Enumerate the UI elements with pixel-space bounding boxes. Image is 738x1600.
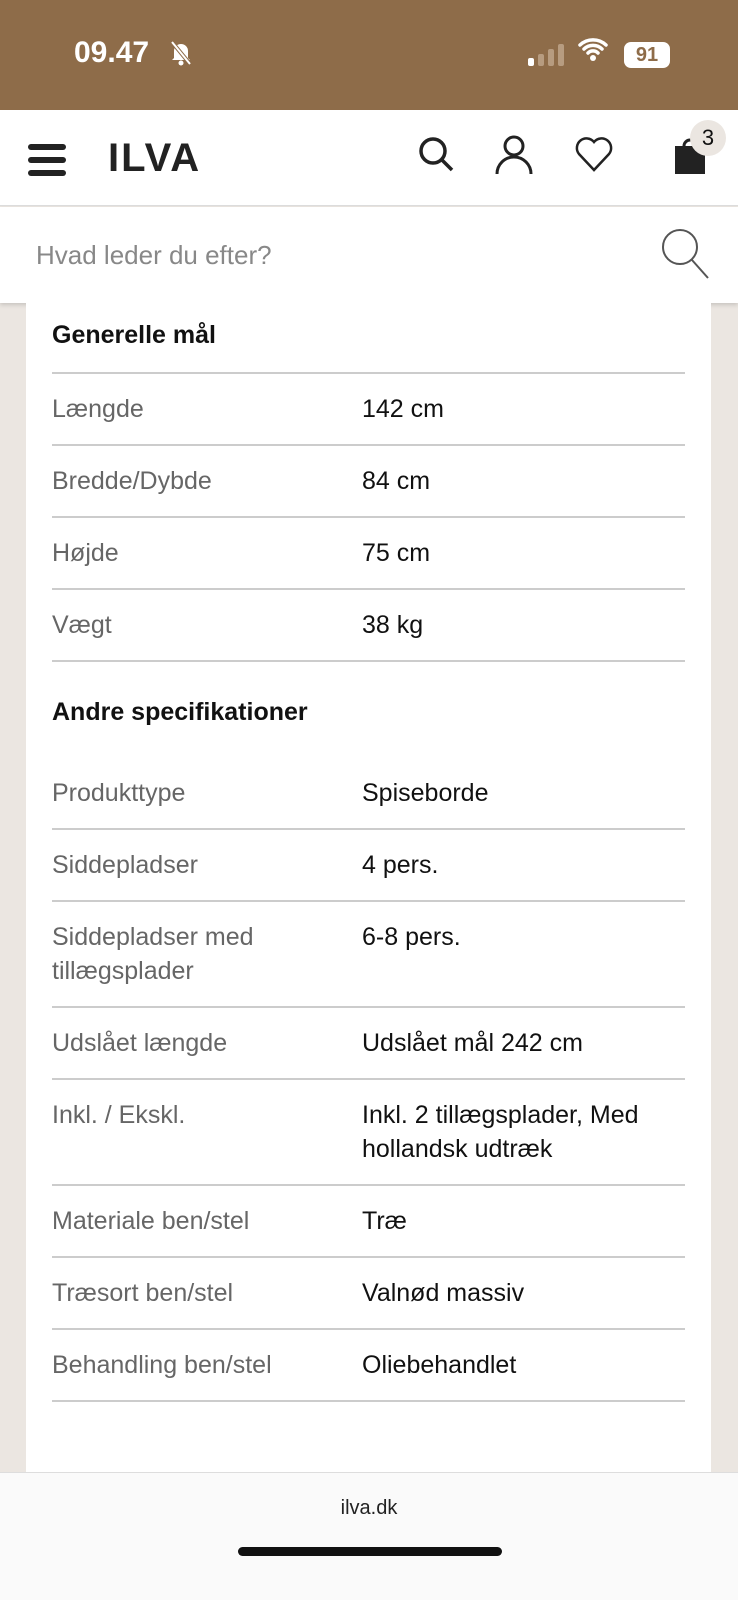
spec-label: Bredde/Dybde <box>52 467 212 495</box>
spec-row: Længde 142 cm <box>52 374 685 446</box>
ilva-logo[interactable]: ILVA <box>108 136 202 180</box>
signal-icon <box>528 44 564 66</box>
account-icon[interactable] <box>494 134 534 184</box>
spec-value: Træ <box>362 1207 407 1235</box>
spec-label: Produkttype <box>52 779 186 807</box>
spec-value: Udslået mål 242 cm <box>362 1029 583 1057</box>
spec-label: Siddepladser <box>52 851 198 879</box>
hamburger-menu-icon[interactable] <box>28 144 66 183</box>
spec-label: Udslået længde <box>52 1029 228 1057</box>
search-bar <box>0 207 738 303</box>
section-title-other: Andre specifikationer <box>52 698 308 726</box>
section-title-general: Generelle mål <box>52 303 685 374</box>
clock: 09.47 <box>74 36 150 69</box>
spec-label: Materiale ben/stel <box>52 1207 250 1235</box>
spec-value: 142 cm <box>362 395 444 423</box>
spec-value: 38 kg <box>362 611 424 639</box>
cart-count-badge: 3 <box>690 120 726 156</box>
spec-label: Inkl. / Ekskl. <box>52 1101 186 1129</box>
wishlist-heart-icon[interactable] <box>574 134 614 184</box>
spec-value: Oliebehandlet <box>362 1351 517 1379</box>
spec-value: 75 cm <box>362 539 431 567</box>
silent-bell-icon <box>170 40 192 73</box>
battery-indicator: 91 <box>624 42 670 68</box>
spec-label: Længde <box>52 395 144 423</box>
spec-row: Træsort ben/stel Valnød massiv <box>52 1258 685 1330</box>
status-bar: 09.47 91 <box>0 0 738 110</box>
spec-row: Produkttype Spiseborde <box>52 758 685 830</box>
spec-row: Materiale ben/stel Træ <box>52 1186 685 1258</box>
spec-row: Siddepladser 4 pers. <box>52 830 685 902</box>
url-label[interactable]: ilva.dk <box>340 1497 398 1519</box>
spec-value: Valnød massiv <box>362 1279 525 1307</box>
spec-value: 84 cm <box>362 467 431 495</box>
spec-row: Vægt 38 kg <box>52 590 685 662</box>
spec-label: Behandling ben/stel <box>52 1351 272 1379</box>
search-input[interactable] <box>36 233 636 277</box>
spec-label: Vægt <box>52 611 112 639</box>
home-indicator[interactable] <box>238 1547 502 1556</box>
spec-value: 4 pers. <box>362 851 439 879</box>
site-header: ILVA 3 <box>0 110 738 206</box>
spec-label: Højde <box>52 539 119 567</box>
browser-bottom-bar: ilva.dk <box>0 1472 738 1600</box>
wifi-icon <box>578 36 608 69</box>
spec-value: Inkl. 2 tillægsplader, Med hollandsk udt… <box>362 1101 639 1163</box>
spec-value: Spiseborde <box>362 779 489 807</box>
spec-label: Siddepladser med tillægsplader <box>52 923 254 985</box>
search-icon[interactable] <box>660 227 710 291</box>
spec-row: Bredde/Dybde 84 cm <box>52 446 685 518</box>
spec-row: Højde 75 cm <box>52 518 685 590</box>
specifications-card: Generelle mål Længde 142 cm Bredde/Dybde 84… <box>26 303 711 1472</box>
spec-row: Behandling ben/stel Oliebehandlet <box>52 1330 685 1402</box>
spec-row: Siddepladser med tillægsplader 6-8 pers. <box>52 902 685 1008</box>
spec-label: Træsort ben/stel <box>52 1279 234 1307</box>
spec-row: Udslået længde Udslået mål 242 cm <box>52 1008 685 1080</box>
spec-value: 6-8 pers. <box>362 923 461 951</box>
spec-row: Inkl. / Ekskl. Inkl. 2 tillægsplader, Med… <box>52 1080 685 1186</box>
search-icon[interactable] <box>416 134 456 184</box>
